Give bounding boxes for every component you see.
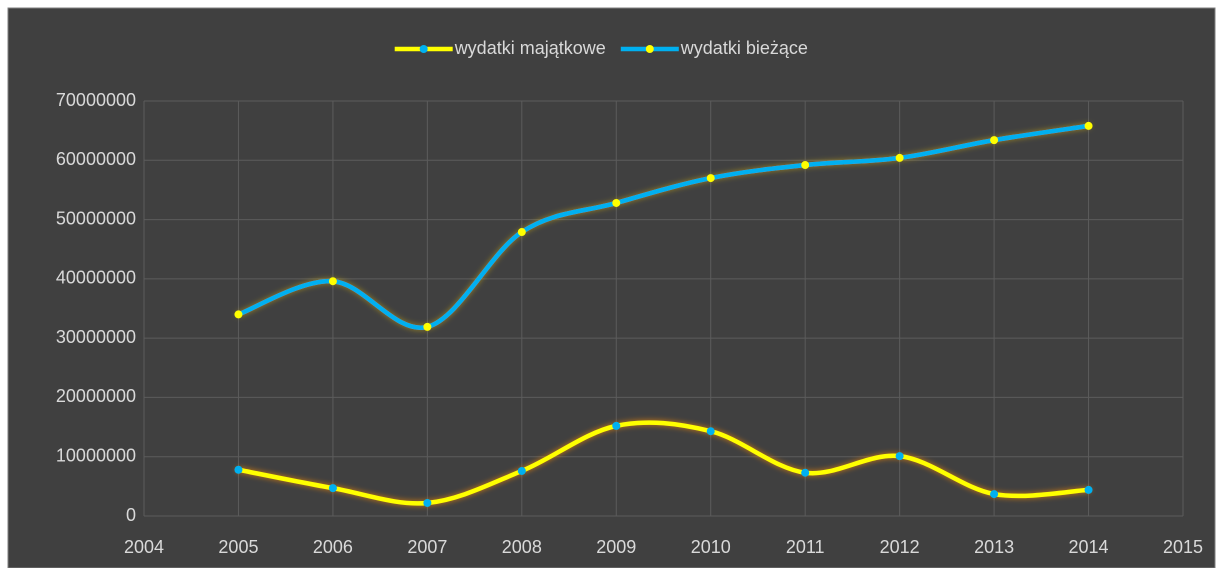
- y-tick-label: 20000000: [56, 386, 136, 406]
- y-tick-label: 40000000: [56, 268, 136, 288]
- data-point: [234, 465, 243, 474]
- x-tick-label: 2015: [1163, 537, 1203, 557]
- series-line: [236, 420, 1091, 506]
- y-tick-label: 0: [126, 505, 136, 525]
- data-point: [895, 153, 904, 162]
- data-point: [706, 174, 715, 183]
- x-tick-label: 2006: [313, 537, 353, 557]
- data-point: [423, 498, 432, 507]
- data-point: [517, 466, 526, 475]
- x-tick-label: 2010: [691, 537, 731, 557]
- x-tick-label: 2007: [407, 537, 447, 557]
- data-point: [801, 161, 810, 170]
- data-point: [328, 277, 337, 286]
- data-point: [706, 427, 715, 436]
- chart-background: [7, 7, 1216, 568]
- data-point: [612, 198, 621, 207]
- data-point: [1084, 121, 1093, 130]
- x-tick-label: 2009: [596, 537, 636, 557]
- data-point: [895, 452, 904, 461]
- data-point: [612, 421, 621, 430]
- data-point: [517, 228, 526, 237]
- data-point: [423, 322, 432, 331]
- series-line: [236, 123, 1091, 330]
- data-point: [1084, 485, 1093, 494]
- x-tick-label: 2005: [218, 537, 258, 557]
- data-point: [990, 136, 999, 145]
- x-tick-label: 2013: [974, 537, 1014, 557]
- legend-marker: [645, 45, 654, 53]
- y-tick-label: 30000000: [56, 327, 136, 347]
- y-tick-label: 70000000: [56, 90, 136, 110]
- x-tick-label: 2014: [1069, 537, 1109, 557]
- legend-label: wydatki majątkowe: [454, 38, 606, 58]
- data-point: [801, 468, 810, 477]
- legend-label: wydatki bieżące: [680, 38, 808, 58]
- x-tick-label: 2004: [124, 537, 164, 557]
- y-tick-label: 60000000: [56, 149, 136, 169]
- data-point: [328, 484, 337, 493]
- data-point: [990, 490, 999, 499]
- x-tick-label: 2008: [502, 537, 542, 557]
- x-tick-label: 2011: [786, 537, 825, 557]
- y-tick-label: 50000000: [56, 208, 136, 228]
- x-tick-label: 2012: [880, 537, 920, 557]
- data-point: [234, 310, 243, 319]
- legend-marker: [419, 45, 428, 53]
- y-tick-label: 10000000: [56, 445, 136, 465]
